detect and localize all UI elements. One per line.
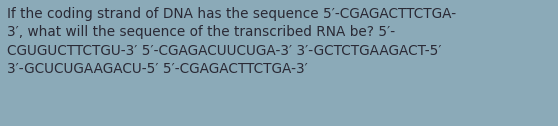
Text: If the coding strand of DNA has the sequence 5′-CGAGACTTCTGA-
3′, what will the : If the coding strand of DNA has the sequ…	[7, 7, 456, 76]
